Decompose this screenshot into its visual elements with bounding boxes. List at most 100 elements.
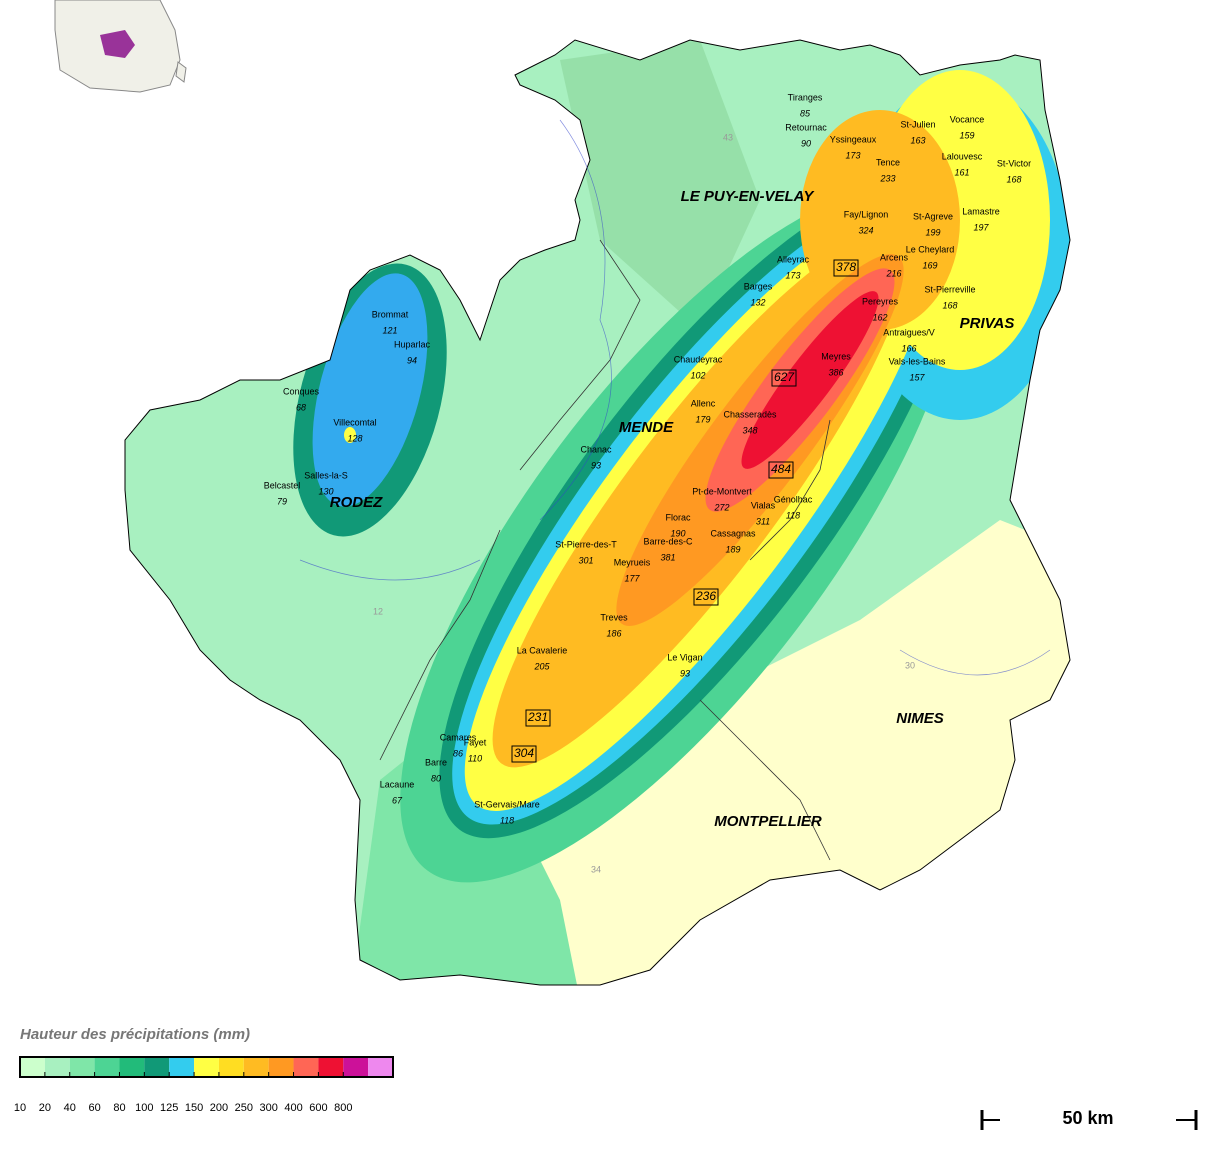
maximum-box — [833, 259, 859, 277]
legend-tick-label: 100 — [135, 1102, 153, 1114]
station-value: 233 — [879, 173, 895, 183]
station-value: 162 — [872, 312, 887, 322]
maximum-box — [771, 369, 797, 387]
station-value: 85 — [800, 108, 811, 118]
legend-swatch — [343, 1057, 369, 1077]
department-number: 12 — [373, 606, 383, 616]
station-name: Salles-la-S — [304, 470, 348, 480]
station-name: Belcastel — [264, 480, 301, 490]
legend-tick-label: 20 — [39, 1102, 51, 1114]
legend-tick-label: 60 — [88, 1102, 100, 1114]
station-value: 132 — [750, 297, 765, 307]
legend-swatch — [119, 1057, 145, 1077]
station-value: 68 — [296, 402, 306, 412]
legend-tick-label: 250 — [235, 1102, 253, 1114]
station-name: Huparlac — [394, 339, 431, 349]
station-value: 67 — [392, 795, 403, 805]
station-value: 179 — [695, 414, 710, 424]
station-name: Lalouvesc — [942, 151, 983, 161]
maximum-value: 231 — [527, 710, 548, 724]
station-value: 79 — [277, 496, 287, 506]
city-label: NIMES — [896, 710, 944, 727]
station-name: Camares — [440, 732, 477, 742]
legend-swatch — [94, 1057, 120, 1077]
station-name: St-Victor — [997, 158, 1031, 168]
department-number: 30 — [905, 660, 915, 670]
legend-tick-label: 150 — [185, 1102, 203, 1114]
legend-title: Hauteur des précipitations (mm) — [20, 1026, 250, 1043]
legend-swatch — [293, 1057, 319, 1077]
station-name: Alleyrac — [777, 254, 810, 264]
station-value: 205 — [533, 661, 550, 671]
station-value: 110 — [468, 753, 482, 763]
station-name: Meyrueis — [614, 557, 651, 567]
legend-swatch — [169, 1057, 195, 1077]
legend-swatch — [20, 1057, 45, 1077]
station-name: Yssingeaux — [830, 134, 877, 144]
station-name: Lacaune — [380, 779, 415, 789]
france-inset — [54, 0, 187, 93]
station-name: Conques — [283, 386, 320, 396]
city-label: PRIVAS — [960, 315, 1015, 332]
legend-tick-label: 125 — [160, 1102, 178, 1114]
legend-tick-label: 300 — [259, 1102, 277, 1114]
station-value: 177 — [624, 573, 640, 583]
station-value: 93 — [680, 668, 690, 678]
legend-tick-label: 40 — [64, 1102, 76, 1114]
city-label: MENDE — [619, 419, 674, 436]
station-value: 216 — [885, 268, 901, 278]
station-value: 86 — [453, 748, 463, 758]
department-number: 43 — [723, 132, 733, 142]
station-value: 168 — [1006, 174, 1021, 184]
city-label: MONTPELLIER — [714, 813, 822, 830]
station-name: La Cavalerie — [517, 645, 568, 655]
station-name: St-Agreve — [913, 211, 953, 221]
station-name: Arcens — [880, 252, 909, 262]
legend-tick-label: 800 — [334, 1102, 352, 1114]
station-name: Allenc — [691, 398, 716, 408]
maximum-box — [693, 588, 719, 606]
station-name: Le Cheylard — [906, 244, 955, 254]
station-value: 166 — [901, 343, 916, 353]
station-name: Villecomtal — [333, 417, 376, 427]
legend-swatch — [44, 1057, 70, 1077]
station-value: 386 — [828, 367, 843, 377]
station-value: 189 — [725, 544, 740, 554]
station-value: 173 — [785, 270, 800, 280]
station-name: Chasseradès — [723, 409, 777, 419]
maximum-value: 378 — [836, 260, 856, 274]
station-name: Fayet — [464, 737, 487, 747]
legend-swatch — [194, 1057, 219, 1077]
legend-tick-label: 200 — [210, 1102, 228, 1114]
station-value: 159 — [959, 130, 974, 140]
station-value: 199 — [925, 227, 940, 237]
legend-tick-label: 80 — [113, 1102, 125, 1114]
department-number: 34 — [591, 864, 601, 874]
scale-label: 50 km — [1062, 1108, 1113, 1128]
station-name: Brommat — [372, 309, 409, 319]
legend-swatch — [268, 1057, 294, 1077]
station-value: 121 — [382, 325, 397, 335]
station-value: 90 — [801, 138, 811, 148]
station-value: 157 — [909, 372, 925, 382]
station-name: St-Pierreville — [924, 284, 975, 294]
station-value: 102 — [690, 370, 705, 380]
station-value: 80 — [431, 773, 441, 783]
station-name: Génolhac — [774, 494, 813, 504]
station-value: 93 — [591, 460, 601, 470]
legend-swatch — [368, 1057, 393, 1077]
station-value: 169 — [922, 260, 937, 270]
station-name: Chanac — [580, 444, 612, 454]
station-name: Barges — [744, 281, 773, 291]
station-name: Florac — [665, 512, 691, 522]
legend-frame — [19, 1056, 394, 1078]
maximum-box — [768, 461, 794, 479]
station-value: 128 — [347, 433, 362, 443]
legend-swatch — [218, 1057, 244, 1077]
station-name: Antraigues/V — [883, 327, 935, 337]
station-name: St-Gervais/Mare — [474, 799, 540, 809]
station-value: 186 — [606, 628, 621, 638]
station-value: 118 — [500, 815, 514, 825]
